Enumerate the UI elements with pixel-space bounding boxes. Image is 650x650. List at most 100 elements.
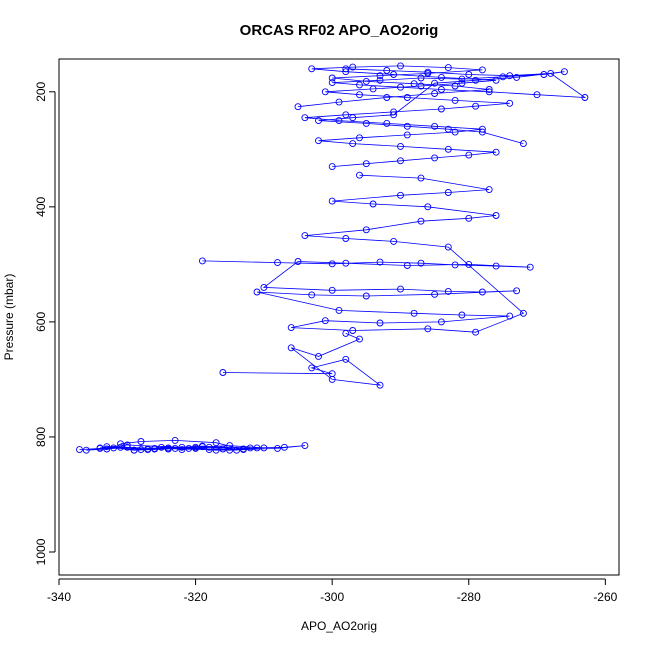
series-3-point	[335, 98, 343, 106]
series-2-point	[369, 200, 377, 208]
series-0-point	[205, 443, 213, 451]
series-0-point	[130, 446, 138, 454]
series-3-point	[362, 77, 370, 85]
series-3-line	[297, 65, 510, 167]
series-2-point	[376, 319, 384, 327]
series-1-point	[342, 355, 350, 363]
series-0-point	[185, 444, 193, 452]
series-3-point	[376, 72, 384, 80]
series-2-point	[444, 243, 452, 251]
series-2-point	[397, 285, 404, 293]
series-2-point	[376, 258, 384, 266]
series-4-point	[362, 119, 370, 127]
series-3-point	[369, 85, 377, 93]
series-2-point	[526, 263, 534, 271]
series-4-point	[478, 128, 486, 136]
chart-title: ORCAS RF02 APO_AO2orig	[240, 22, 439, 39]
series-3-point	[321, 88, 329, 96]
series-3-point	[328, 163, 336, 171]
series-2-point	[294, 258, 302, 265]
series-0-point	[274, 444, 281, 452]
series-2-point	[328, 286, 336, 294]
series-4-point	[417, 74, 425, 82]
plot-frame	[58, 58, 620, 576]
series-4-point	[424, 68, 432, 76]
series-0-point	[157, 443, 165, 451]
x-tick-label: -260	[593, 590, 617, 604]
series-0-point	[96, 444, 104, 452]
series-4-point	[431, 79, 439, 87]
series-0-point	[123, 443, 131, 451]
y-tick-label: 1000	[34, 538, 48, 565]
series-3-point	[451, 128, 459, 136]
series-2-point	[287, 324, 295, 332]
series-1-point	[356, 335, 363, 343]
series-0-point	[151, 444, 159, 452]
series-3-point	[417, 82, 425, 90]
series-4-point	[403, 122, 411, 130]
series-0-point	[144, 445, 152, 453]
series-4-point	[506, 72, 514, 80]
series-3-point	[458, 79, 466, 87]
series-2-point	[362, 292, 370, 300]
series-3-point	[431, 90, 439, 97]
series-0-point	[117, 440, 124, 448]
series-3-point	[328, 74, 336, 82]
series-1-line	[222, 333, 382, 386]
series-3-point	[356, 134, 363, 142]
series-3-point	[294, 103, 302, 111]
series-3-point	[342, 111, 350, 119]
series-2-point	[301, 232, 309, 240]
series-2-point	[513, 287, 521, 295]
series-2-point	[410, 309, 418, 317]
series-0-point	[233, 446, 241, 454]
series-0-point	[137, 446, 145, 454]
series-2-point	[342, 235, 350, 242]
series-0-point	[212, 446, 220, 454]
series-3-point	[451, 96, 459, 104]
series-4-point	[376, 76, 384, 84]
series-0-point	[226, 446, 234, 454]
series-4-point	[397, 83, 404, 91]
series-0-point	[212, 439, 220, 447]
series-2-point	[458, 311, 466, 319]
series-3-point	[390, 71, 398, 78]
series-2-point	[437, 318, 445, 326]
series-4-point	[533, 91, 541, 99]
series-0-point	[219, 445, 227, 453]
series-4-point	[328, 79, 336, 87]
series-2-point	[308, 291, 316, 299]
series-0-point	[171, 444, 179, 452]
series-3-point	[410, 80, 418, 88]
series-3-point	[492, 76, 500, 84]
series-0-point	[137, 438, 145, 445]
series-2-line	[202, 174, 531, 333]
series-2-point	[465, 214, 473, 222]
series-3-point	[335, 117, 343, 125]
series-3-point	[342, 68, 350, 76]
x-tick-label: -300	[320, 590, 344, 604]
series-1-point	[376, 381, 384, 389]
series-2-point	[417, 259, 425, 267]
series-3-point	[485, 86, 493, 93]
series-4-point	[513, 73, 521, 81]
series-2-point	[342, 259, 350, 267]
series-2-point	[417, 217, 425, 225]
series-2-point	[492, 262, 500, 270]
series-2-point	[472, 328, 480, 336]
y-axis: 200 400 600 800 1000	[34, 81, 56, 565]
series-3-point	[472, 102, 480, 110]
series-4-point	[342, 65, 350, 73]
series-3-point	[403, 94, 411, 101]
series-2-point	[198, 257, 206, 265]
series-0-point	[117, 443, 124, 451]
series-2-point	[260, 283, 268, 291]
series-4-point	[499, 73, 507, 81]
series-1-point	[219, 369, 227, 376]
series-2-point	[321, 317, 329, 325]
series-0-point	[103, 443, 111, 451]
series-3-point	[390, 108, 398, 116]
series-3-point	[478, 66, 486, 74]
series-3-point	[451, 82, 459, 90]
series-3-point	[444, 64, 452, 72]
